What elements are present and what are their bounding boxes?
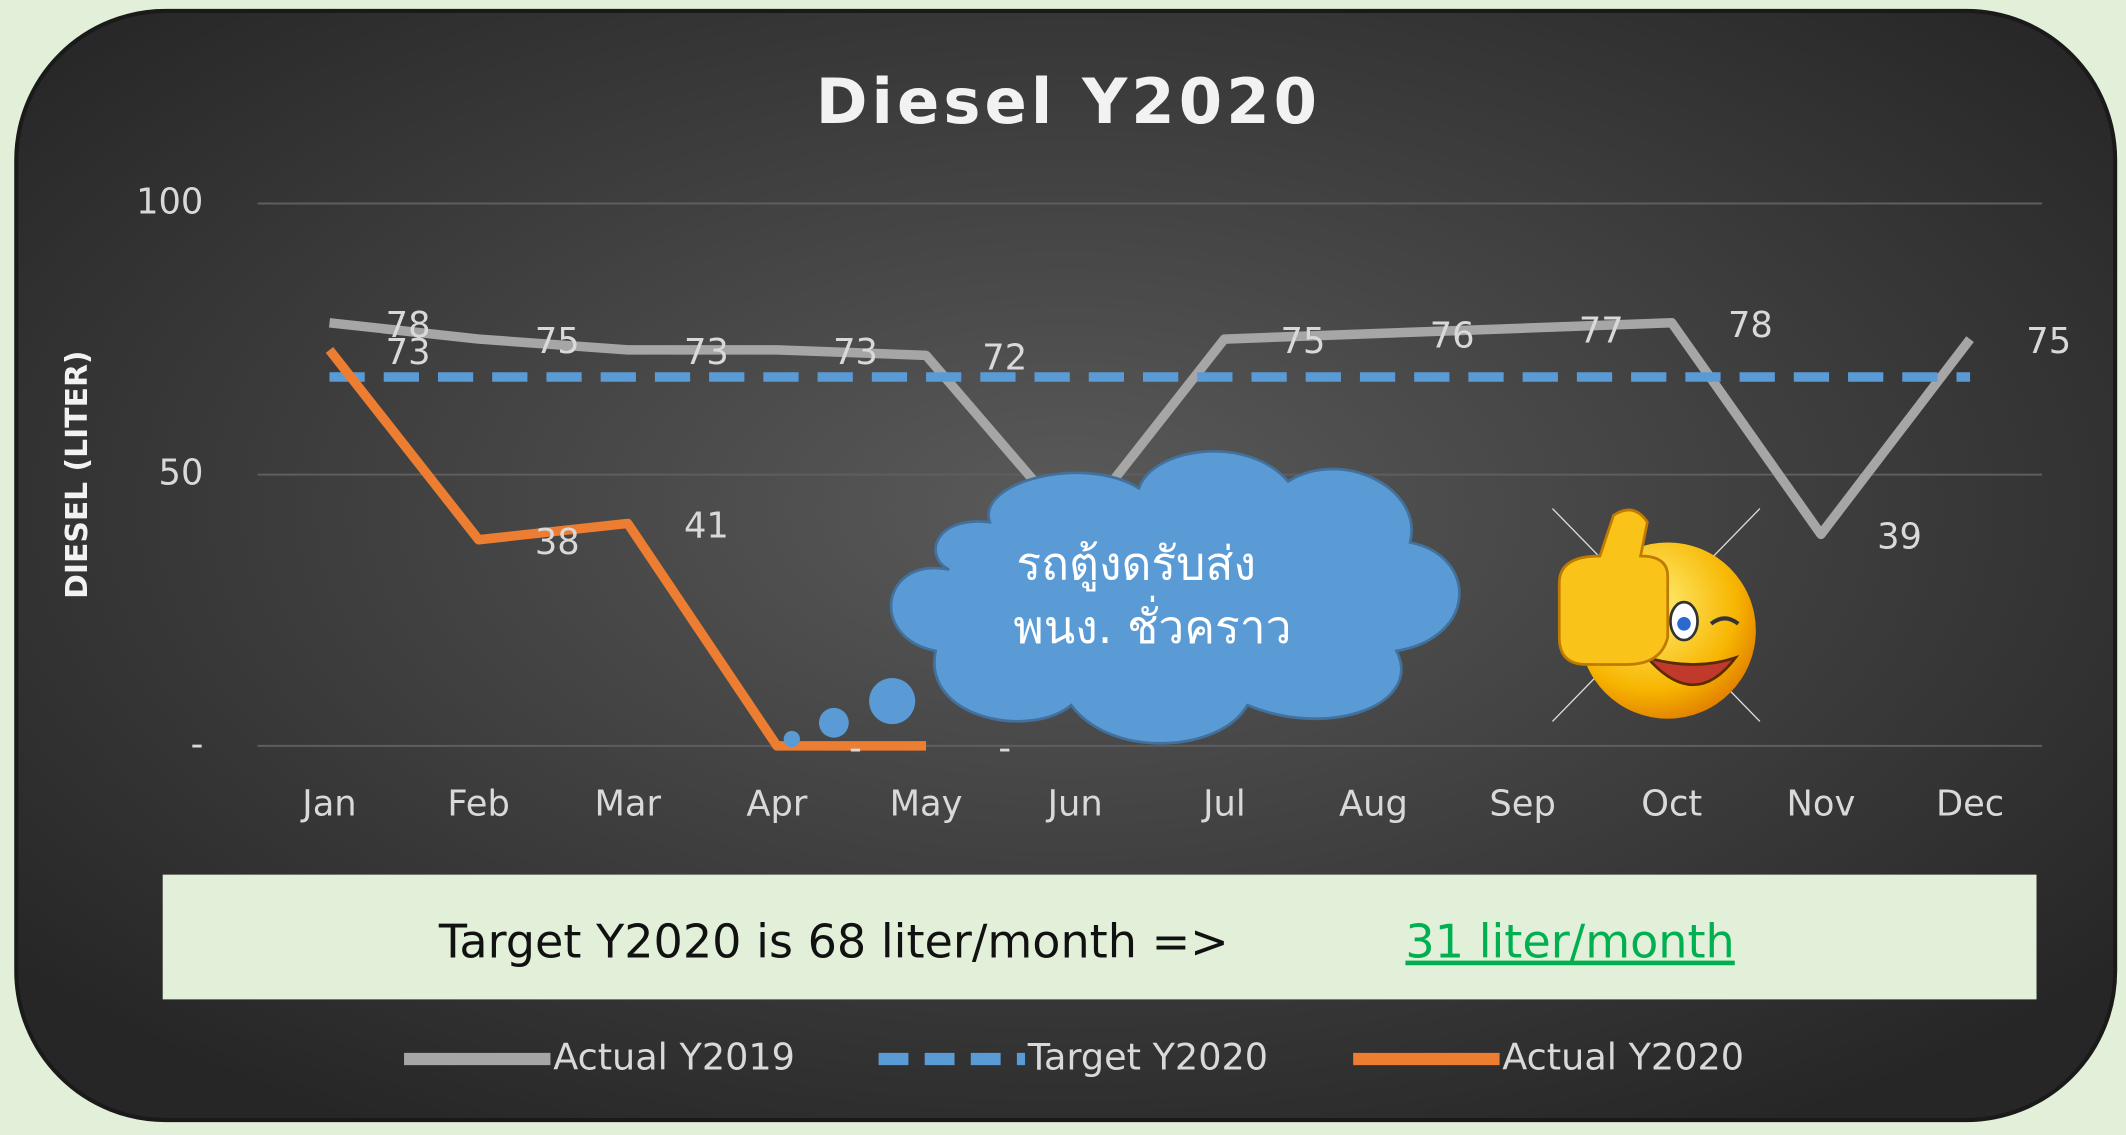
legend-label: Actual Y2019 <box>553 1036 795 1079</box>
note-link: 31 liter/month <box>1405 915 1734 969</box>
data-label: 76 <box>1430 316 1475 357</box>
x-tick-label: Mar <box>595 783 662 824</box>
legend-label: Actual Y2020 <box>1502 1036 1744 1079</box>
data-label: - <box>998 728 1011 769</box>
note-box <box>162 874 2037 1000</box>
data-label: 38 <box>535 522 580 563</box>
y-tick-label: 100 <box>136 181 203 222</box>
x-tick-label: Dec <box>1936 783 2004 824</box>
x-tick-label: Nov <box>1787 783 1856 824</box>
y-axis-label: DIESEL (LITER) <box>60 350 95 598</box>
x-tick-label: May <box>890 783 963 824</box>
series-line <box>325 346 927 751</box>
data-label: 78 <box>386 305 431 346</box>
y-tick-label: - <box>191 724 204 765</box>
note: Target Y2020 is 68 liter/month => <box>438 915 1229 969</box>
data-label: 73 <box>684 332 729 373</box>
annotation: รถตู้งดรับส่ง <box>1016 536 1256 591</box>
data-label: 77 <box>1579 310 1624 351</box>
data-label: 73 <box>386 332 431 373</box>
data-label: 75 <box>1281 321 1326 362</box>
annotation: พนง. ชั่วคราว <box>1013 595 1291 654</box>
cloud: รถตู้งดรับส่ง พนง. ชั่วคราว <box>783 450 1461 748</box>
x-tick-label: Sep <box>1489 783 1555 824</box>
data-label: 75 <box>535 321 580 362</box>
data-label: 41 <box>684 506 729 547</box>
x-tick-label: Apr <box>746 783 807 824</box>
series-line <box>328 318 1974 540</box>
x-tick-label: Oct <box>1641 783 1702 824</box>
data-label: 39 <box>1877 516 1922 557</box>
emoji <box>1551 508 1761 722</box>
legend: Actual Y2019 Target Y2020 Actual Y2020 <box>404 1036 1744 1079</box>
x-tick-label: Feb <box>447 783 509 824</box>
y-tick-label: 50 <box>159 453 204 494</box>
data-label: 75 <box>2026 321 2071 362</box>
data-label: - <box>849 728 862 769</box>
x-tick-label: Jul <box>1201 783 1246 824</box>
chart-title: Diesel Y2020 <box>816 65 1321 138</box>
plot: - 50 100 Jan Feb Mar Apr May Jun Jul Aug Sep Oct Nov D… <box>136 181 2071 824</box>
data-label: 73 <box>833 332 878 373</box>
data-label: 78 <box>1728 305 1773 346</box>
data-label: 72 <box>982 337 1027 378</box>
x-tick-label: Jun <box>1046 783 1103 824</box>
legend-label: Target Y2020 <box>1027 1036 1268 1079</box>
x-tick-label: Jan <box>300 783 356 824</box>
x-tick-label: Aug <box>1339 783 1408 824</box>
